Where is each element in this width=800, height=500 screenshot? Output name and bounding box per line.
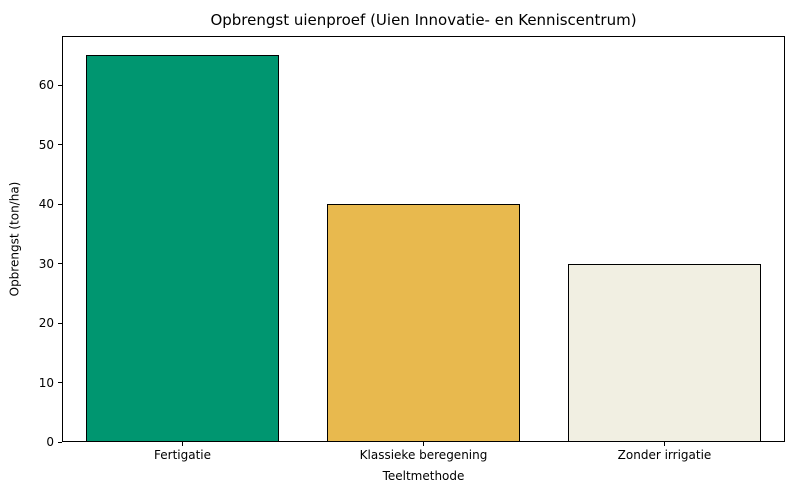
y-tick-mark [58,263,62,265]
y-tick-label: 20 [38,316,54,331]
bar-fertigatie [86,55,279,442]
x-tick-mark [182,442,183,446]
bar-zonder-irrigatie [568,263,761,442]
bar-klassieke-beregening [327,204,520,442]
y-tick-label: 60 [38,78,54,93]
x-tick-label: Zonder irrigatie [617,448,712,462]
y-tick-mark [58,203,62,205]
y-tick-label: 50 [38,137,54,152]
x-tick-label: Klassieke beregening [359,448,488,462]
x-tick-label: Fertigatie [154,448,211,462]
y-tick-mark [58,84,62,86]
chart-title: Opbrengst uienproef (Uien Innovatie- en … [210,11,637,29]
y-tick-mark [58,144,62,146]
y-tick-label: 40 [38,197,54,212]
y-tick-label: 30 [38,256,54,271]
x-tick-mark [423,442,424,446]
y-tick-mark [58,382,62,383]
x-axis-label: Teeltmethode [382,469,465,483]
y-tick-label: 10 [38,375,54,390]
x-tick-mark [664,442,665,446]
y-tick-label: 0 [46,435,54,449]
y-tick-mark [58,322,62,324]
y-tick-mark [58,441,62,443]
